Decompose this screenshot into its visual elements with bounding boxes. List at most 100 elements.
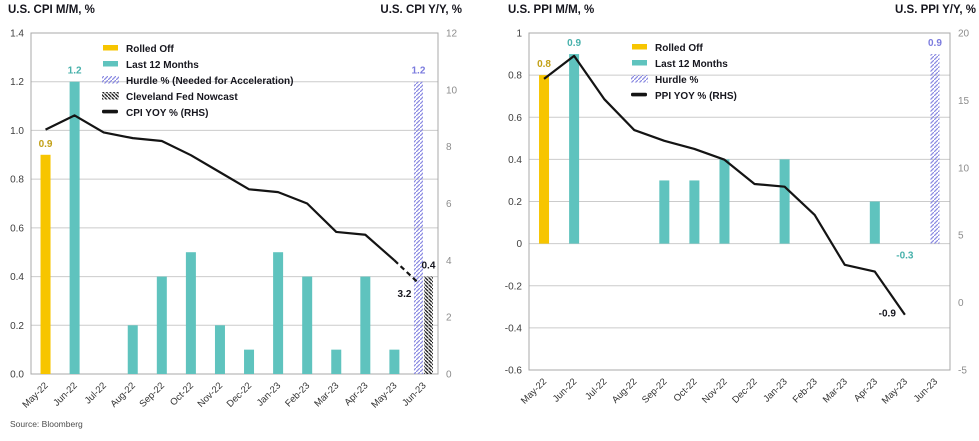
bar-last12 <box>719 159 730 244</box>
x-axis-label: Feb-23 <box>791 376 820 405</box>
x-axis-label: Jun-22 <box>51 380 79 408</box>
legend-item-label: CPI YOY % (RHS) <box>126 108 208 119</box>
bar-last12 <box>689 180 700 244</box>
axis-tick-label-left: 1.4 <box>10 29 24 40</box>
bar-last12 <box>659 180 670 244</box>
x-axis-label: Jun-23 <box>912 376 940 404</box>
bar-last12 <box>185 252 196 374</box>
legend-item-label: Last 12 Months <box>126 60 199 71</box>
bar-value-label: 0.4 <box>422 261 436 272</box>
bar-value-label: -0.3 <box>896 251 914 262</box>
axis-tick-label-left: 0.6 <box>10 223 24 234</box>
bar-last12 <box>331 349 342 374</box>
axis-tick-label-left: 1 <box>516 29 522 40</box>
legend-item-label: Last 12 Months <box>655 59 728 70</box>
bar-last12 <box>244 349 255 374</box>
bar-value-label: 0.9 <box>928 38 942 49</box>
legend-swatch-last12 <box>632 60 647 66</box>
x-axis-label: Jun-22 <box>551 376 579 404</box>
bar-value-label: 1.2 <box>412 66 426 77</box>
x-axis-label: May-23 <box>369 380 399 410</box>
bar-last12 <box>127 325 138 374</box>
x-axis-label: Sep-22 <box>137 380 166 409</box>
line-end-label: 3.2 <box>398 289 412 300</box>
x-axis-label: Nov-22 <box>700 376 729 405</box>
bar-nowcast <box>423 276 433 374</box>
x-axis-label: Aug-22 <box>610 376 639 405</box>
axis-tick-label-right: 5 <box>958 231 964 242</box>
axis-tick-label-left: -0.2 <box>505 281 523 292</box>
ppi-chart-panel: U.S. PPI M/M, % U.S. PPI Y/Y, % 1 0.8 0.6 0… <box>498 0 979 441</box>
bar-value-label: 0.8 <box>537 59 551 70</box>
legend-swatch-rolled-off <box>632 44 647 50</box>
yoy-line <box>45 114 396 262</box>
cpi-mm-axis-title: U.S. CPI M/M, % <box>8 4 95 16</box>
bar-last12 <box>69 81 80 374</box>
axis-tick-label-right: 0 <box>446 370 452 381</box>
axis-tick-label-right: 8 <box>446 142 452 153</box>
x-axis-label: Nov-22 <box>196 380 225 409</box>
yoy-line <box>543 54 906 316</box>
axis-tick-label-right: 6 <box>446 199 452 210</box>
x-axis-label: Oct-22 <box>672 376 700 404</box>
axis-tick-label-left: 1.2 <box>10 77 24 88</box>
x-axis-label: Apr-23 <box>852 376 880 404</box>
axis-tick-label-left: -0.4 <box>505 323 523 334</box>
line-end-label: -0.9 <box>879 309 897 320</box>
legend-swatch-hurdle <box>102 76 119 84</box>
legend-swatch-yoy-line <box>631 92 647 97</box>
axis-tick-label-left: 0.2 <box>508 197 522 208</box>
x-axis-label: Apr-23 <box>343 380 371 408</box>
axis-tick-label-left: 0.8 <box>10 175 24 186</box>
bar-last12 <box>569 54 580 244</box>
legend-swatch-rolled-off <box>103 45 118 51</box>
legend-item-label: Hurdle % <box>655 75 698 86</box>
legend-item-label: Rolled Off <box>126 44 174 55</box>
ppi-yy-axis-title: U.S. PPI Y/Y, % <box>895 4 976 16</box>
bar-value-label: 1.2 <box>68 66 82 77</box>
cpi-yy-axis-title: U.S. CPI Y/Y, % <box>380 4 462 16</box>
legend-item-label: Hurdle % (Needed for Acceleration) <box>126 76 293 87</box>
axis-tick-label-right: 15 <box>958 96 970 107</box>
bar-value-label: 0.9 <box>39 139 53 150</box>
legend-swatch-nowcast <box>102 92 119 100</box>
source-note: Source: Bloomberg <box>10 419 83 429</box>
axis-tick-label-right: 10 <box>446 85 458 96</box>
x-axis-label: Jul-22 <box>583 376 609 402</box>
x-axis-label: Jun-23 <box>400 380 428 408</box>
x-axis-label: Dec-22 <box>730 376 759 405</box>
bar-hurdle <box>413 81 423 374</box>
plot-border <box>528 32 951 371</box>
x-axis-label: Oct-22 <box>168 380 196 408</box>
ppi-chart: 1 0.8 0.6 0.4 0.2 0 -0.2 -0.4 -0.6 20 15 10 5 0 -5 May-… <box>505 29 970 407</box>
legend-item-label: PPI YOY % (RHS) <box>655 91 737 102</box>
legend-item-label: Rolled Off <box>655 43 703 54</box>
bar-value-label: 0.9 <box>567 38 581 49</box>
x-axis-label: Jan-23 <box>255 380 283 408</box>
bar-last12 <box>779 159 790 244</box>
x-axis-label: Mar-23 <box>821 376 850 405</box>
x-axis-label: Feb-23 <box>283 380 312 409</box>
bar-rolled-off <box>40 154 51 374</box>
ppi-mm-axis-title: U.S. PPI M/M, % <box>508 4 595 16</box>
axis-tick-label-left: 0.6 <box>508 113 522 124</box>
axis-tick-label-right: 0 <box>958 298 964 309</box>
plot-border <box>30 32 439 375</box>
yoy-line-dashed-segment <box>393 259 420 284</box>
x-axis-label: Mar-23 <box>312 380 341 409</box>
bar-last12 <box>869 201 880 244</box>
axis-tick-label-left: 1.0 <box>10 126 24 137</box>
legend-swatch-hurdle <box>631 75 648 83</box>
legend-item-label: Cleveland Fed Nowcast <box>126 92 238 103</box>
x-axis-label: Jul-22 <box>83 380 109 406</box>
legend-swatch-yoy-line <box>102 109 118 114</box>
axis-tick-label-left: 0.8 <box>508 71 522 82</box>
bar-last12 <box>156 276 167 374</box>
bar-last12 <box>214 325 225 374</box>
bar-last12 <box>273 252 284 374</box>
axis-tick-label-right: 10 <box>958 163 970 174</box>
axis-tick-label-right: 20 <box>958 29 970 40</box>
bar-last12 <box>389 349 400 374</box>
axis-tick-label-left: 0.4 <box>10 272 24 283</box>
